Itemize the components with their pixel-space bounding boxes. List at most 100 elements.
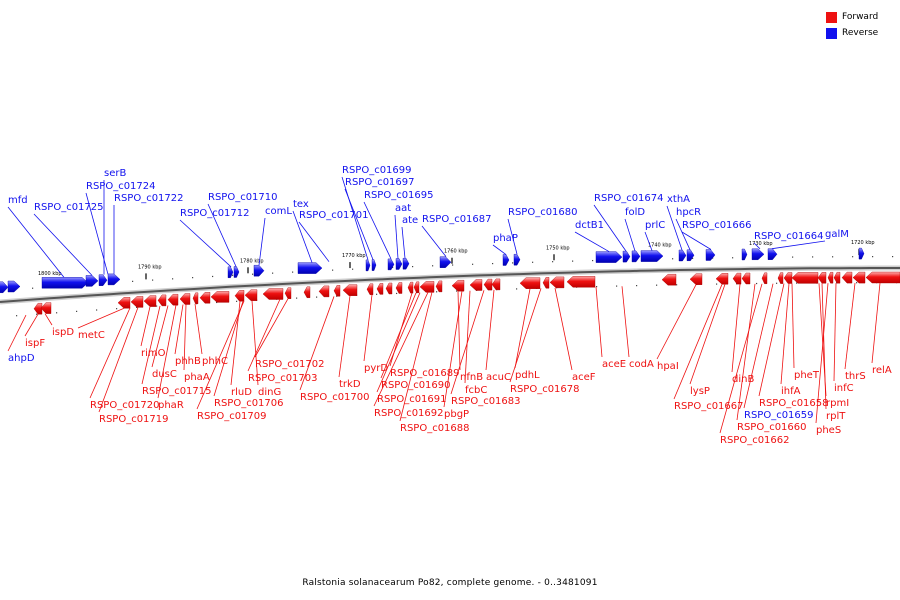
gene-label-rspo-c01690: RSPO_c01690 [381,380,451,391]
minor-tick [692,257,694,260]
forward-gene-arrow [817,272,827,284]
leader-line [363,201,392,260]
gene-label-mfd: mfd [8,195,28,206]
gene-label-ate: ate [402,215,418,226]
gene-label-rela: relA [872,365,892,376]
gene-label-coml: comL [265,206,292,217]
reverse-gene-arrow [0,281,9,293]
forward-gene-arrow [732,272,742,285]
leader-line [666,205,683,251]
leader-line [485,289,495,371]
leader-line [394,214,399,259]
minor-tick [592,259,594,262]
forward-gene-arrow [376,283,384,295]
reverse-gene-arrow [98,274,108,286]
tick-label: 1730 kbp [749,241,773,247]
forward-gene-arrow [262,288,284,300]
reverse-gene-arrow [502,254,510,266]
legend: Forward Reverse [826,9,890,41]
forward-gene-arrow [491,278,501,291]
gene-label-rspo-c01702: RSPO_c01702 [255,359,325,370]
gene-label-rspo-c01710: RSPO_c01710 [208,192,278,203]
forward-gene-arrow [549,276,565,289]
gene-label-rspo-c01700: RSPO_c01700 [300,392,370,403]
leader-line [656,284,697,360]
forward-gene-arrow [199,292,211,304]
reverse-gene-arrow [85,275,99,287]
leader-line [140,306,151,347]
leader-line [174,304,184,355]
legend-item-reverse: Reverse [826,25,890,41]
reverse-gene-arrow [686,249,695,261]
minor-tick [512,262,514,264]
minor-tick [332,269,334,271]
minor-tick [812,256,814,258]
gene-label-rspo-c01667: RSPO_c01667 [674,401,744,412]
forward-gene-arrow [407,281,414,294]
forward-gene-arrow [761,272,768,284]
reverse-gene-arrow [233,266,240,278]
minor-tick [456,290,458,292]
minor-tick [136,306,138,308]
minor-tick [776,282,778,284]
leader-line [507,218,518,255]
leader-line [509,288,542,383]
leader-line [771,240,826,250]
leader-line [380,292,417,379]
leader-line [363,294,373,362]
tick-label: 1780 kbp [240,258,264,264]
gene-label-coda: codA [629,359,654,370]
forward-gene-arrow [483,278,493,291]
minor-tick [452,264,454,266]
minor-tick [756,282,758,285]
leader-line [791,283,795,369]
leader-line [251,300,259,386]
minor-tick [116,308,118,310]
gene-label-lysp: lysP [690,386,710,397]
leader-line [675,218,691,251]
leader-line [89,307,131,399]
reverse-gene-arrow [705,249,716,261]
gene-label-ihfa: ihfA [781,386,801,397]
leader-line [299,296,335,391]
minor-tick [396,292,398,295]
leader-line [731,284,741,373]
leader-line [183,304,187,371]
leader-line [574,231,610,252]
forward-gene-arrow [542,277,550,289]
reverse-gene-arrow [439,256,452,268]
leader-line [373,292,429,407]
forward-gene-arrow [841,271,853,284]
gene-label-rspo-c01695: RSPO_c01695 [364,190,434,201]
forward-gene-arrow [33,303,43,315]
minor-tick [832,256,834,258]
leader-line [624,218,636,252]
leader-line [421,225,447,257]
minor-tick [56,312,58,314]
gene-label-rspo-c01689: RSPO_c01689 [390,368,460,379]
gene-label-rspo-c01664: RSPO_c01664 [754,231,824,242]
leader-line [673,284,723,400]
leader-line [514,288,531,369]
forward-gene-arrow [117,297,131,309]
minor-tick [516,288,518,290]
leader-line [833,283,837,382]
leader-line [298,221,330,262]
leader-line [24,313,39,337]
minor-tick [156,305,158,307]
gene-label-ispd: ispD [52,327,74,338]
minor-tick [292,271,294,273]
forward-gene-arrow [192,292,199,304]
gene-label-rplt: rplT [826,411,846,422]
reverse-gene-arrow [395,258,403,270]
gene-label-rspo-c01724: RSPO_c01724 [86,181,156,192]
gene-label-rpmi: rpmI [826,398,849,409]
gene-label-rspo-c01687: RSPO_c01687 [422,214,492,225]
gene-label-rspo-c01722: RSPO_c01722 [114,193,184,204]
gene-label-rspo-c01712: RSPO_c01712 [180,208,250,219]
forward-gene-arrow [366,283,374,295]
gene-label-rspo-c01703: RSPO_c01703 [248,373,318,384]
gene-label-rspo-c01660: RSPO_c01660 [737,422,807,433]
reverse-gene-arrow [107,273,121,286]
minor-tick [76,310,78,312]
